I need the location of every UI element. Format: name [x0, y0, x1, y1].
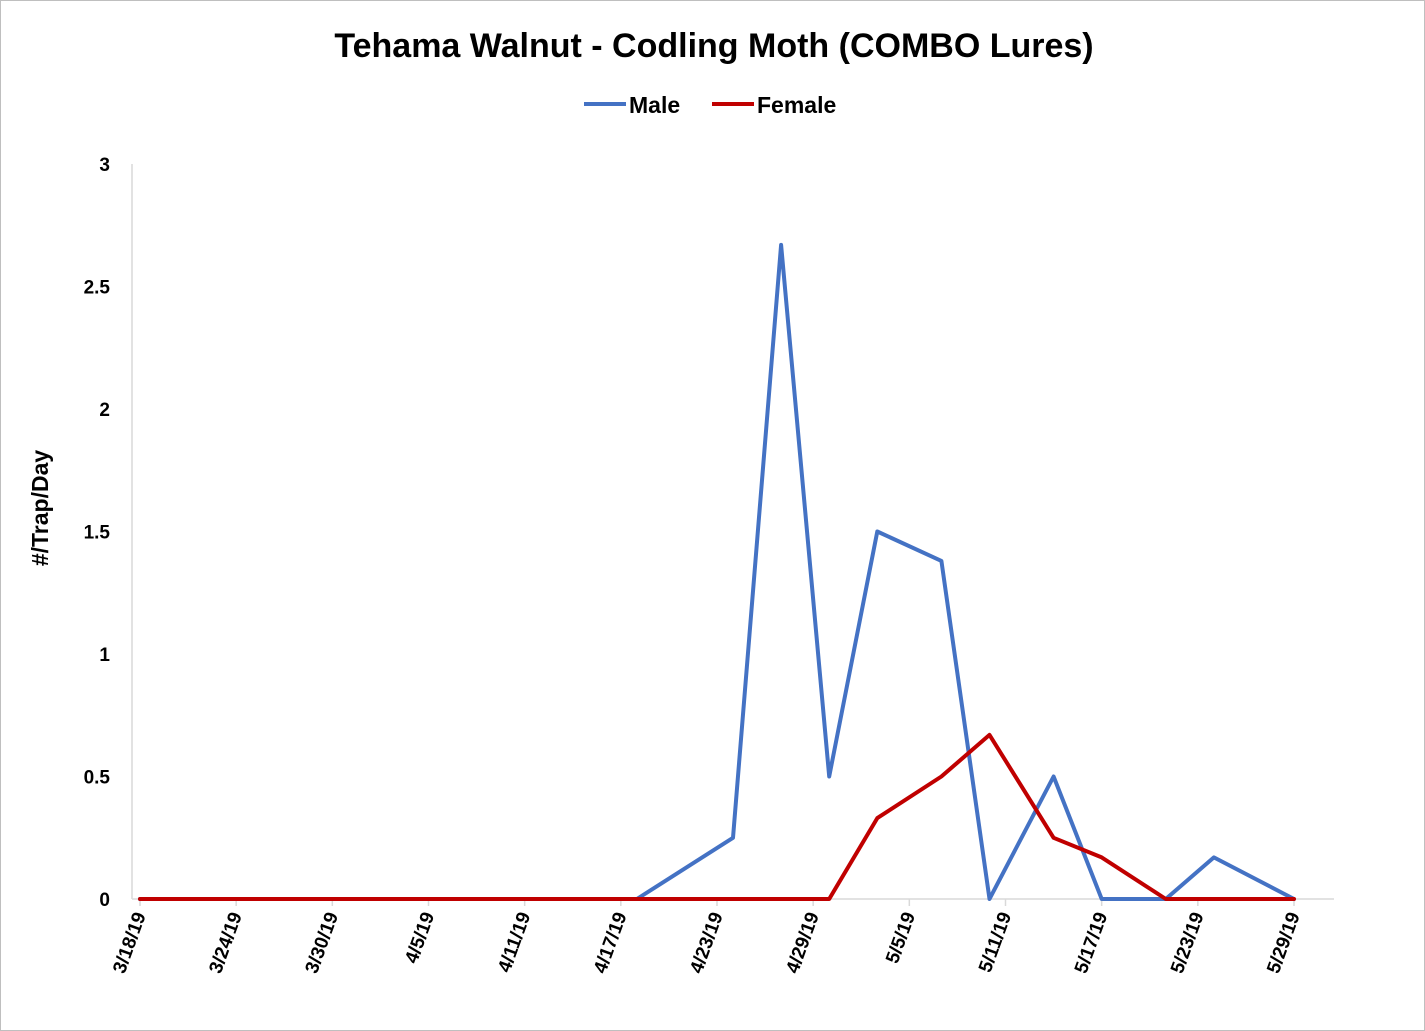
- x-tick-label: 4/23/19: [686, 910, 727, 977]
- series-line-female: [138, 732, 1296, 901]
- x-tick-label: 5/23/19: [1167, 910, 1208, 977]
- legend-label-male: Male: [629, 92, 680, 118]
- y-tick-label: 2: [99, 400, 110, 421]
- y-tick-label: 0: [99, 890, 110, 911]
- x-tick-labels: 3/18/19 3/24/19 3/30/19 4/5/19 4/11/19 4/17/1…: [109, 899, 1305, 977]
- x-tick-label: 3/18/19: [109, 910, 150, 977]
- y-tick-label: 2.5: [84, 278, 111, 299]
- chart-title: Tehama Walnut - Codling Moth (COMBO Lure…: [334, 27, 1093, 65]
- series-lines: [138, 242, 1296, 901]
- series-line-male: [138, 242, 1296, 901]
- y-tick-label: 0.5: [84, 768, 111, 789]
- y-tick-label: 1: [99, 645, 110, 666]
- y-tick-label: 1.5: [84, 523, 111, 544]
- x-tick-label: 5/5/19: [882, 910, 920, 967]
- y-axis-label: #/Trap/Day: [27, 450, 53, 567]
- x-tick-label: 4/29/19: [782, 910, 823, 977]
- x-tick-label: 4/11/19: [494, 910, 535, 976]
- legend-label-female: Female: [757, 92, 836, 118]
- y-tick-label: 3: [99, 155, 110, 176]
- x-tick-label: 4/17/19: [590, 910, 631, 977]
- x-tick-label: 5/17/19: [1071, 910, 1112, 977]
- x-tick-label: 3/24/19: [205, 910, 246, 977]
- x-tick-label: 3/30/19: [302, 910, 343, 977]
- x-tick-label: 4/5/19: [401, 910, 439, 967]
- legend: Male Female: [584, 92, 836, 118]
- x-tick-label: 5/11/19: [975, 910, 1016, 976]
- x-tick-label: 5/29/19: [1263, 910, 1304, 977]
- y-tick-labels: 0 0.5 1 1.5 2 2.5 3: [84, 155, 111, 911]
